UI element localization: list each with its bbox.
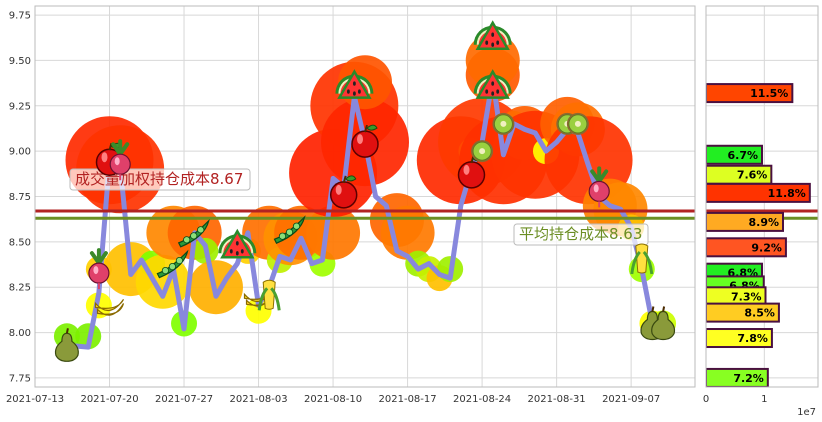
radish-icon bbox=[88, 248, 110, 290]
apple-icon bbox=[329, 175, 358, 209]
distribution-bar bbox=[706, 182, 811, 203]
x-tick-label: 2021-09-07 bbox=[602, 394, 660, 405]
banana-icon bbox=[94, 299, 125, 316]
x-tick-label: 2021-08-03 bbox=[229, 394, 287, 405]
distribution-bar bbox=[706, 211, 784, 232]
peapod-icon bbox=[273, 215, 306, 244]
axes-layer: 2021-07-13 2021-07-20 2021-07-27 2021-08-03… bbox=[6, 5, 819, 418]
radish-icon bbox=[588, 166, 610, 208]
apple-icon bbox=[351, 124, 379, 158]
distribution-bar-label: 7.8% bbox=[737, 332, 768, 345]
x-tick-label: 2021-08-24 bbox=[453, 394, 511, 405]
side-x-tick-label: 1 bbox=[761, 394, 767, 405]
side-x-tick-label: 0 bbox=[703, 394, 709, 405]
corn-icon bbox=[257, 279, 281, 311]
distribution-bar-label: 11.8% bbox=[768, 187, 806, 200]
side-frame bbox=[705, 5, 819, 388]
x-tick-label: 2021-08-31 bbox=[528, 394, 586, 405]
distribution-bar-label: 9.2% bbox=[751, 241, 782, 254]
distribution-bar-label: 6.7% bbox=[727, 149, 758, 162]
watermelon-icon bbox=[473, 69, 512, 99]
distribution-bar bbox=[706, 144, 763, 165]
kiwi-icon bbox=[471, 140, 494, 163]
distribution-bar-label: 8.5% bbox=[744, 307, 775, 320]
x-tick-label: 2021-07-27 bbox=[155, 394, 213, 405]
corn-icon bbox=[630, 243, 654, 275]
kiwi-icon bbox=[566, 112, 589, 135]
distribution-bar-label: 11.5% bbox=[750, 87, 788, 100]
x-tick-label: 2021-07-20 bbox=[80, 394, 138, 405]
side-scale-label: 1e7 bbox=[797, 407, 816, 418]
watermelon-icon bbox=[218, 228, 257, 259]
distribution-bar bbox=[706, 328, 773, 349]
cost-line-label: 成交量加权持仓成本8.67 bbox=[75, 170, 243, 188]
watermelon-icon bbox=[473, 20, 512, 50]
y-tick-label: 9.00 bbox=[9, 147, 31, 158]
pear-icon bbox=[54, 328, 79, 362]
y-tick-label: 8.00 bbox=[9, 328, 31, 339]
distribution-bar bbox=[706, 302, 780, 323]
y-tick-label: 8.75 bbox=[9, 192, 31, 203]
x-tick-label: 2021-07-13 bbox=[6, 394, 64, 405]
kiwi-icon bbox=[492, 112, 515, 135]
y-tick-label: 9.25 bbox=[9, 101, 31, 112]
radish-icon bbox=[109, 139, 131, 181]
pear-icon bbox=[651, 306, 676, 341]
main-frame bbox=[34, 5, 696, 388]
watermelon-icon bbox=[335, 69, 374, 99]
distribution-bar-label: 7.2% bbox=[733, 372, 764, 385]
distribution-bar bbox=[706, 237, 787, 258]
peapod-icon bbox=[156, 249, 189, 279]
marker-layer bbox=[54, 20, 676, 362]
y-tick-label: 9.75 bbox=[9, 11, 31, 22]
peapod-icon bbox=[177, 218, 210, 248]
cost-line-label: 平均持仓成本8.63 bbox=[519, 225, 642, 243]
x-tick-label: 2021-08-17 bbox=[379, 394, 437, 405]
distribution-bar-label: 8.9% bbox=[748, 216, 779, 229]
cost-label-box bbox=[513, 223, 649, 246]
y-tick-label: 9.50 bbox=[9, 56, 31, 67]
distribution-bar-label: 7.3% bbox=[731, 290, 762, 303]
y-tick-label: 7.75 bbox=[9, 373, 31, 384]
distribution-bar-label: 7.6% bbox=[737, 169, 768, 182]
y-tick-label: 8.50 bbox=[9, 237, 31, 248]
y-tick-label: 8.25 bbox=[9, 283, 31, 294]
distribution-bar bbox=[706, 83, 794, 104]
x-tick-label: 2021-08-10 bbox=[304, 394, 362, 405]
